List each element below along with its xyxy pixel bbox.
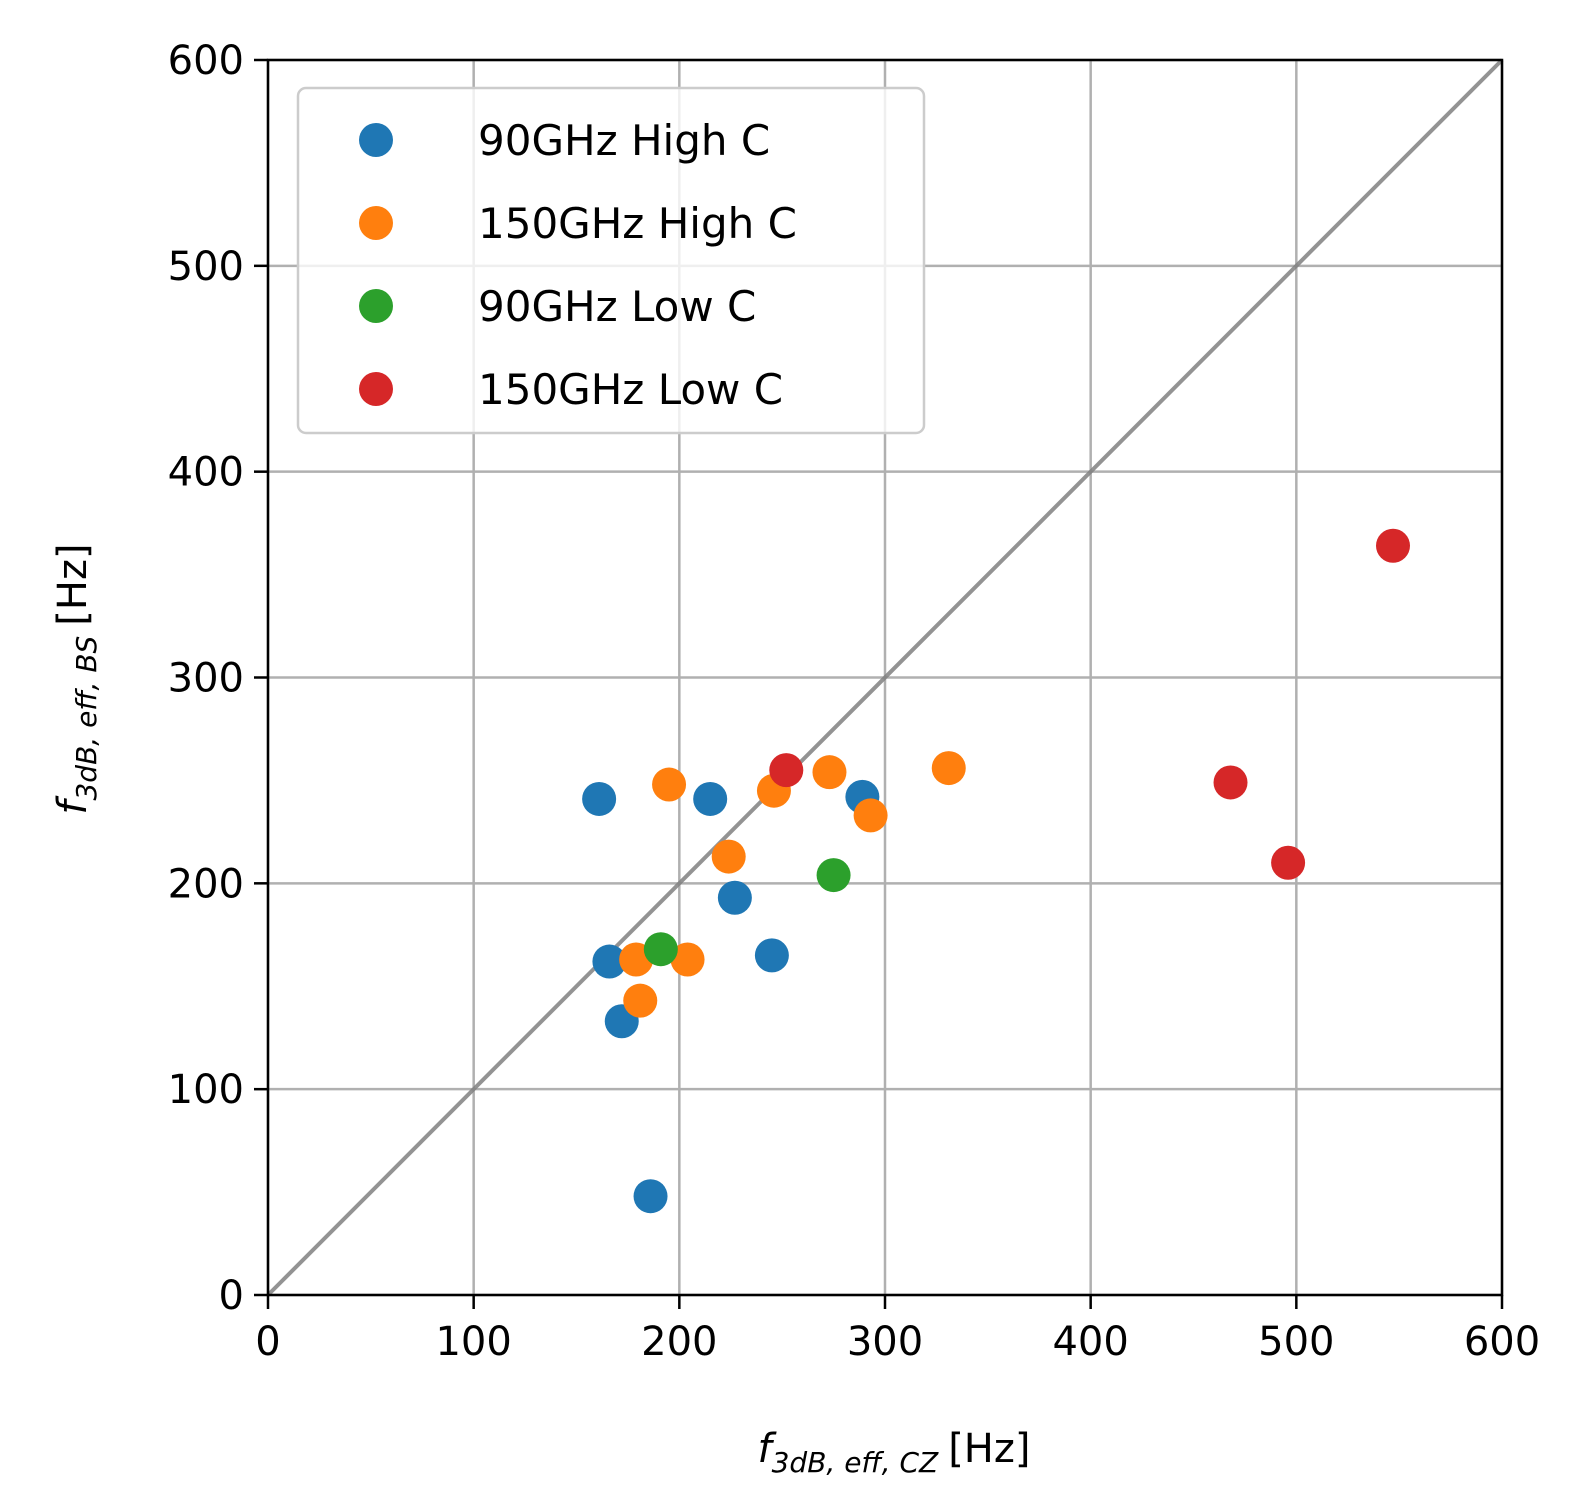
data-point	[582, 781, 617, 816]
legend-label: 90GHz High C	[478, 116, 770, 165]
y-tick-label: 100	[168, 1067, 244, 1113]
legend-marker	[359, 123, 393, 157]
x-axis-subscript: 3dB, eff, CZ	[772, 1446, 939, 1479]
data-point	[931, 751, 966, 786]
data-point	[1213, 765, 1248, 800]
legend-entry: 90GHz High C	[359, 116, 770, 165]
x-tick-label: 400	[1052, 1319, 1128, 1365]
legend: 90GHz High C 150GHz High C 90GHz Low C 150G…	[296, 86, 926, 435]
identity-reference-line	[266, 58, 1504, 1297]
y-axis-subscript: 3dB, eff, BS	[70, 636, 103, 801]
legend-entry: 150GHz Low C	[359, 365, 783, 414]
series-150ghz-low-c	[769, 528, 1410, 880]
legend-marker	[359, 372, 393, 406]
legend-label: 150GHz Low C	[478, 365, 783, 414]
axis-ticks: 0 100 200 300 400 500 600 0 100 200 300 400 500 600	[168, 38, 1541, 1365]
y-tick-label: 600	[168, 38, 244, 84]
x-tick-label: 100	[435, 1319, 511, 1365]
data-point	[623, 983, 658, 1018]
data-point	[711, 839, 746, 874]
series-150ghz-high-c	[619, 751, 966, 1018]
y-tick-label: 200	[168, 861, 244, 907]
data-point	[693, 781, 728, 816]
data-point	[652, 767, 687, 802]
data-point	[592, 944, 627, 979]
data-point	[1375, 528, 1410, 563]
data-point	[643, 932, 678, 967]
legend-marker	[359, 289, 393, 323]
x-tick-label: 500	[1258, 1319, 1334, 1365]
legend-entry: 90GHz Low C	[359, 282, 756, 331]
series-90ghz-low-c	[643, 858, 851, 967]
data-point	[853, 798, 888, 833]
x-tick-label: 300	[847, 1319, 923, 1365]
x-axis-label: f3dB, eff, CZ [Hz]	[758, 1426, 1031, 1479]
y-tick-label: 500	[168, 244, 244, 290]
data-points	[582, 528, 1410, 1214]
legend-entry: 150GHz High C	[359, 199, 797, 248]
legend-marker	[359, 206, 393, 240]
legend-label: 90GHz Low C	[478, 282, 756, 331]
y-axis-unit: [Hz]	[50, 543, 96, 625]
data-point	[717, 880, 752, 915]
data-point	[812, 755, 847, 790]
data-point	[670, 942, 705, 977]
data-point	[816, 858, 851, 893]
data-point	[754, 938, 789, 973]
data-point	[1271, 845, 1306, 880]
y-tick-label: 400	[168, 450, 244, 496]
x-tick-label: 0	[255, 1319, 280, 1365]
y-tick-label: 0	[219, 1273, 244, 1319]
x-tick-label: 200	[641, 1319, 717, 1365]
legend-label: 150GHz High C	[478, 199, 797, 248]
data-point	[769, 753, 804, 788]
data-point	[633, 1179, 668, 1214]
x-axis-unit: [Hz]	[948, 1426, 1030, 1472]
legend-box	[296, 86, 926, 435]
y-tick-label: 300	[168, 656, 244, 702]
x-tick-label: 600	[1464, 1319, 1540, 1365]
